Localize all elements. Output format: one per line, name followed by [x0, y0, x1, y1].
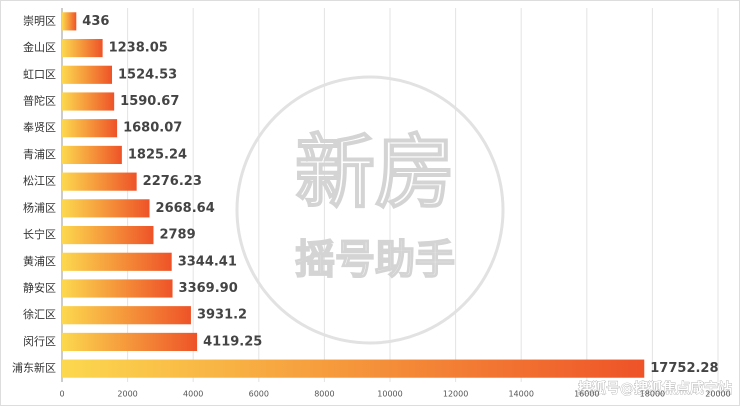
value-label: 3369.90	[179, 281, 238, 296]
y-tick-label: 长宁区	[23, 227, 56, 241]
value-label: 3344.41	[178, 254, 237, 269]
y-tick-label: 浦东新区	[12, 361, 56, 375]
value-label: 1680.07	[123, 121, 182, 136]
y-tick-label: 崇明区	[23, 14, 56, 27]
x-tick-label: 12000	[443, 390, 468, 399]
value-label: 1590.67	[120, 94, 179, 109]
x-tick-label: 18000	[640, 390, 665, 399]
watermark-circle	[235, 75, 505, 345]
bar	[62, 38, 103, 58]
value-label: 4119.25	[203, 334, 262, 349]
x-tick-label: 6000	[249, 390, 269, 399]
x-tick-label: 2000	[117, 390, 137, 399]
y-tick-label: 静安区	[23, 281, 56, 295]
bar	[62, 92, 115, 111]
value-label: 3931.2	[197, 308, 247, 323]
y-tick-label: 奉贤区	[23, 120, 56, 134]
y-tick-label: 徐汇区	[23, 307, 56, 321]
value-label: 2668.64	[156, 201, 215, 216]
x-tick-label: 20000	[705, 390, 730, 399]
bar	[62, 359, 645, 378]
value-label: 1238.05	[109, 41, 168, 56]
y-tick-label: 闵行区	[23, 334, 56, 348]
bar	[62, 279, 173, 298]
bar	[62, 332, 198, 352]
bar	[62, 12, 77, 31]
y-tick-label: 青浦区	[23, 148, 56, 161]
x-tick-label: 0	[59, 390, 64, 399]
value-label: 436	[82, 14, 109, 29]
bar	[62, 65, 113, 84]
value-label: 1524.53	[118, 67, 177, 82]
value-label: 17752.28	[650, 361, 718, 376]
y-tick-label: 黄浦区	[23, 254, 56, 268]
value-label: 2276.23	[143, 174, 202, 189]
x-tick-label: 14000	[508, 390, 533, 399]
watermark-subtitle: 摇号助手	[295, 237, 455, 283]
x-tick-label: 16000	[574, 390, 599, 399]
value-label: 2789	[159, 228, 195, 243]
x-tick-label: 10000	[377, 390, 402, 399]
value-label: 1825.24	[128, 147, 187, 162]
y-tick-label: 虹口区	[23, 68, 56, 81]
y-tick-label: 金山区	[23, 40, 56, 54]
bar	[62, 199, 150, 218]
x-tick-label: 8000	[314, 390, 334, 399]
x-tick-label: 4000	[183, 390, 203, 399]
bars	[62, 12, 645, 378]
bar	[62, 172, 137, 191]
bar	[62, 252, 172, 271]
watermark-title: 新房	[295, 126, 455, 219]
bar	[62, 119, 118, 138]
y-tick-label: 杨浦区	[23, 200, 56, 214]
y-tick-label: 普陀区	[23, 94, 56, 108]
y-tick-label: 松江区	[23, 174, 56, 188]
bar	[62, 145, 122, 165]
source: 搜狐号@搜狐焦点咸宁站	[578, 380, 732, 397]
bar	[62, 306, 191, 325]
bar	[62, 225, 154, 245]
